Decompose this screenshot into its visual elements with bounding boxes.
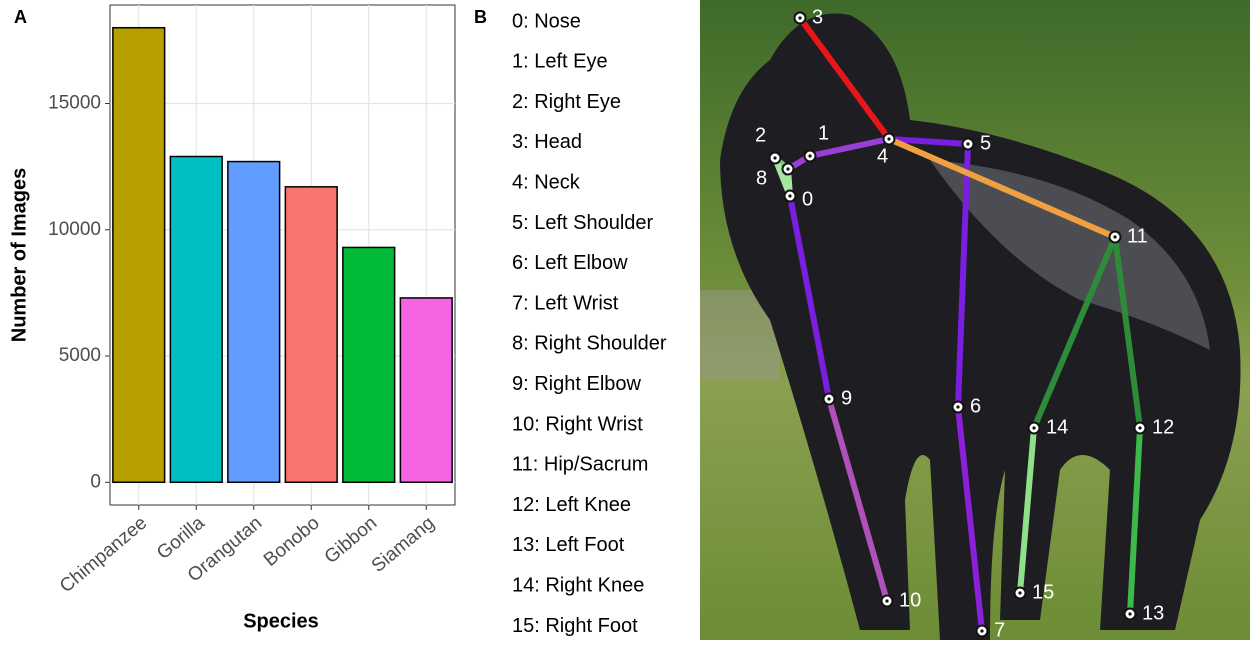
keypoint-center xyxy=(1113,235,1117,239)
keypoint-label: 9 xyxy=(841,387,852,409)
keypoint-legend-item: 5: Left Shoulder xyxy=(512,212,654,234)
keypoint-label: 15 xyxy=(1032,581,1054,603)
y-tick-label: 15000 xyxy=(48,93,101,114)
panel-label: A xyxy=(14,7,27,27)
keypoint-legend-item: 8: Right Shoulder xyxy=(512,333,667,355)
skeleton-edge xyxy=(886,136,1118,240)
keypoint-label: 12 xyxy=(1152,416,1174,438)
keypoint-center xyxy=(788,194,792,198)
skeleton-edge xyxy=(787,193,832,402)
skeleton-edge xyxy=(955,404,985,634)
keypoint-center xyxy=(887,137,891,141)
keypoint-legend-item: 4: Neck xyxy=(512,171,581,193)
keypoint-label: 0 xyxy=(802,188,813,210)
keypoint-legend-item: 15: Right Foot xyxy=(512,615,638,637)
y-tick-label: 10000 xyxy=(48,219,101,240)
keypoint-label: 14 xyxy=(1046,416,1068,438)
keypoint-label: 5 xyxy=(980,132,991,154)
keypoint-legend-item: 12: Left Knee xyxy=(512,494,631,516)
x-tick-label: Bonobo xyxy=(260,513,324,571)
keypoint-center xyxy=(1138,426,1142,430)
x-tick-label: Chimpanzee xyxy=(56,513,151,598)
bar xyxy=(284,186,338,484)
skeleton-edge xyxy=(1031,234,1118,431)
plot-panel xyxy=(109,4,456,506)
keypoint-center xyxy=(773,156,777,160)
keypoint-center xyxy=(786,167,790,171)
keypoint-legend-item: 6: Left Elbow xyxy=(512,252,628,274)
keypoint-label: 8 xyxy=(756,167,767,189)
keypoint-center xyxy=(980,629,984,633)
keypoint-label: 4 xyxy=(877,145,888,167)
keypoint-legend-item: 10: Right Wrist xyxy=(512,413,643,435)
keypoint-label: 6 xyxy=(970,395,981,417)
keypoint-legend-item: 3: Head xyxy=(512,131,582,153)
keypoint-legend-item: 7: Left Wrist xyxy=(512,292,619,314)
gorilla-back xyxy=(930,160,1210,350)
bar xyxy=(169,155,223,484)
keypoint-label: 7 xyxy=(994,619,1005,640)
bar xyxy=(399,297,453,484)
bar-chart: A Species Number of Images 0 5000 10000 150… xyxy=(8,4,456,632)
skeleton-edge xyxy=(886,136,971,147)
keypoint-legend-item: 1: Left Eye xyxy=(512,51,608,73)
y-tick-label: 0 xyxy=(90,471,101,492)
keypoint-label: 1 xyxy=(818,122,829,144)
panel-label: B xyxy=(474,7,487,27)
keypoint-label: 11 xyxy=(1127,225,1148,247)
x-tick-label: Siamang xyxy=(368,513,439,577)
keypoint-center xyxy=(1032,426,1036,430)
keypoint-legend-item: 14: Right Knee xyxy=(512,574,644,596)
skeleton-edge xyxy=(797,15,892,142)
keypoint-legend-item: 0: Nose xyxy=(512,10,581,32)
keypoint-legend-item: 13: Left Foot xyxy=(512,534,625,556)
keypoint-center xyxy=(1018,591,1022,595)
bar xyxy=(342,246,396,484)
skeleton-edge xyxy=(1127,425,1143,617)
skeleton-edge xyxy=(807,136,892,159)
keypoint-label: 13 xyxy=(1142,602,1164,624)
bar xyxy=(227,160,281,484)
skeleton-edge xyxy=(1112,234,1143,431)
keypoint-diagram: B 0: Nose 1: Left Eye 2: Right Eye 3: Head 4… xyxy=(474,6,1174,641)
x-axis-title: Species xyxy=(243,610,319,632)
keypoint-center xyxy=(827,397,831,401)
skeleton-edge xyxy=(1017,425,1037,596)
keypoint-center xyxy=(808,154,812,158)
keypoint-legend-item: 2: Right Eye xyxy=(512,91,621,113)
keypoint-center xyxy=(885,599,889,603)
bar xyxy=(112,26,166,484)
keypoint-center xyxy=(956,405,960,409)
keypoint-center xyxy=(798,16,802,20)
keypoint-center xyxy=(966,142,970,146)
keypoint-label: 2 xyxy=(755,124,766,146)
keypoint-legend-item: 11: Hip/Sacrum xyxy=(512,454,648,476)
y-tick-label: 5000 xyxy=(59,345,101,366)
y-axis-title: Number of Images xyxy=(8,168,30,342)
keypoint-center xyxy=(1128,612,1132,616)
keypoint-label: 3 xyxy=(812,6,823,28)
skeleton-edge xyxy=(826,396,890,604)
keypoint-label: 10 xyxy=(899,589,921,611)
keypoint-legend-item: 9: Right Elbow xyxy=(512,373,642,395)
skeleton-edge xyxy=(955,141,971,410)
